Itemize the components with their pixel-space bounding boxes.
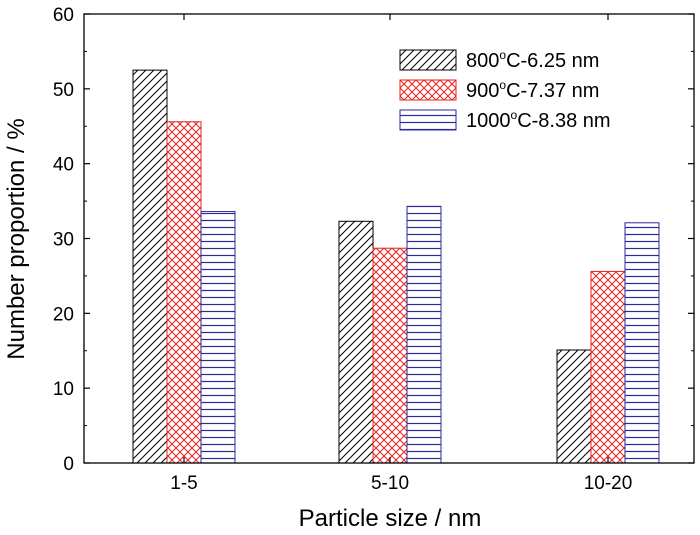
y-tick-label: 0 [63, 454, 74, 475]
x-tick-label: 5-10 [371, 473, 409, 494]
bar-10-20-series-1 [556, 349, 592, 464]
x-tick-label: 10-20 [584, 473, 633, 494]
bar-1-5-series-3 [200, 211, 236, 464]
y-tick-label: 10 [53, 379, 74, 400]
legend-label-3: 1000oC-8.38 nm [466, 108, 611, 132]
y-tick-label: 60 [53, 5, 74, 26]
legend-swatch-3 [399, 109, 457, 131]
bar-10-20-series-2 [590, 270, 626, 464]
bar-5-10-series-2 [372, 247, 408, 464]
legend-swatch-1 [399, 49, 457, 71]
bar-1-5-series-2 [166, 121, 202, 464]
bars-group [132, 69, 660, 464]
x-axis-title: Particle size / nm [299, 505, 482, 532]
y-axis-title: Number proportion / % [3, 118, 30, 359]
bar-5-10-series-3 [406, 205, 442, 464]
legend-label-2: 900oC-7.37 nm [466, 78, 599, 102]
y-tick-label: 40 [53, 155, 74, 176]
y-tick-label: 50 [53, 80, 74, 101]
y-tick-label: 30 [53, 230, 74, 251]
y-tick-label: 20 [53, 304, 74, 325]
legend: 800oC-6.25 nm 900oC-7.37 nm 1000oC-8.38 nm [399, 48, 611, 132]
bar-1-5-series-1 [132, 69, 168, 464]
legend-label-1: 800oC-6.25 nm [466, 48, 599, 72]
bar-10-20-series-3 [624, 222, 660, 464]
x-tick-label: 1-5 [170, 473, 197, 494]
legend-swatch-2 [399, 79, 457, 101]
ticks-group: 0 10 20 30 40 50 60 1-5 5-10 10-20 [53, 5, 694, 494]
bar-5-10-series-1 [338, 220, 374, 464]
